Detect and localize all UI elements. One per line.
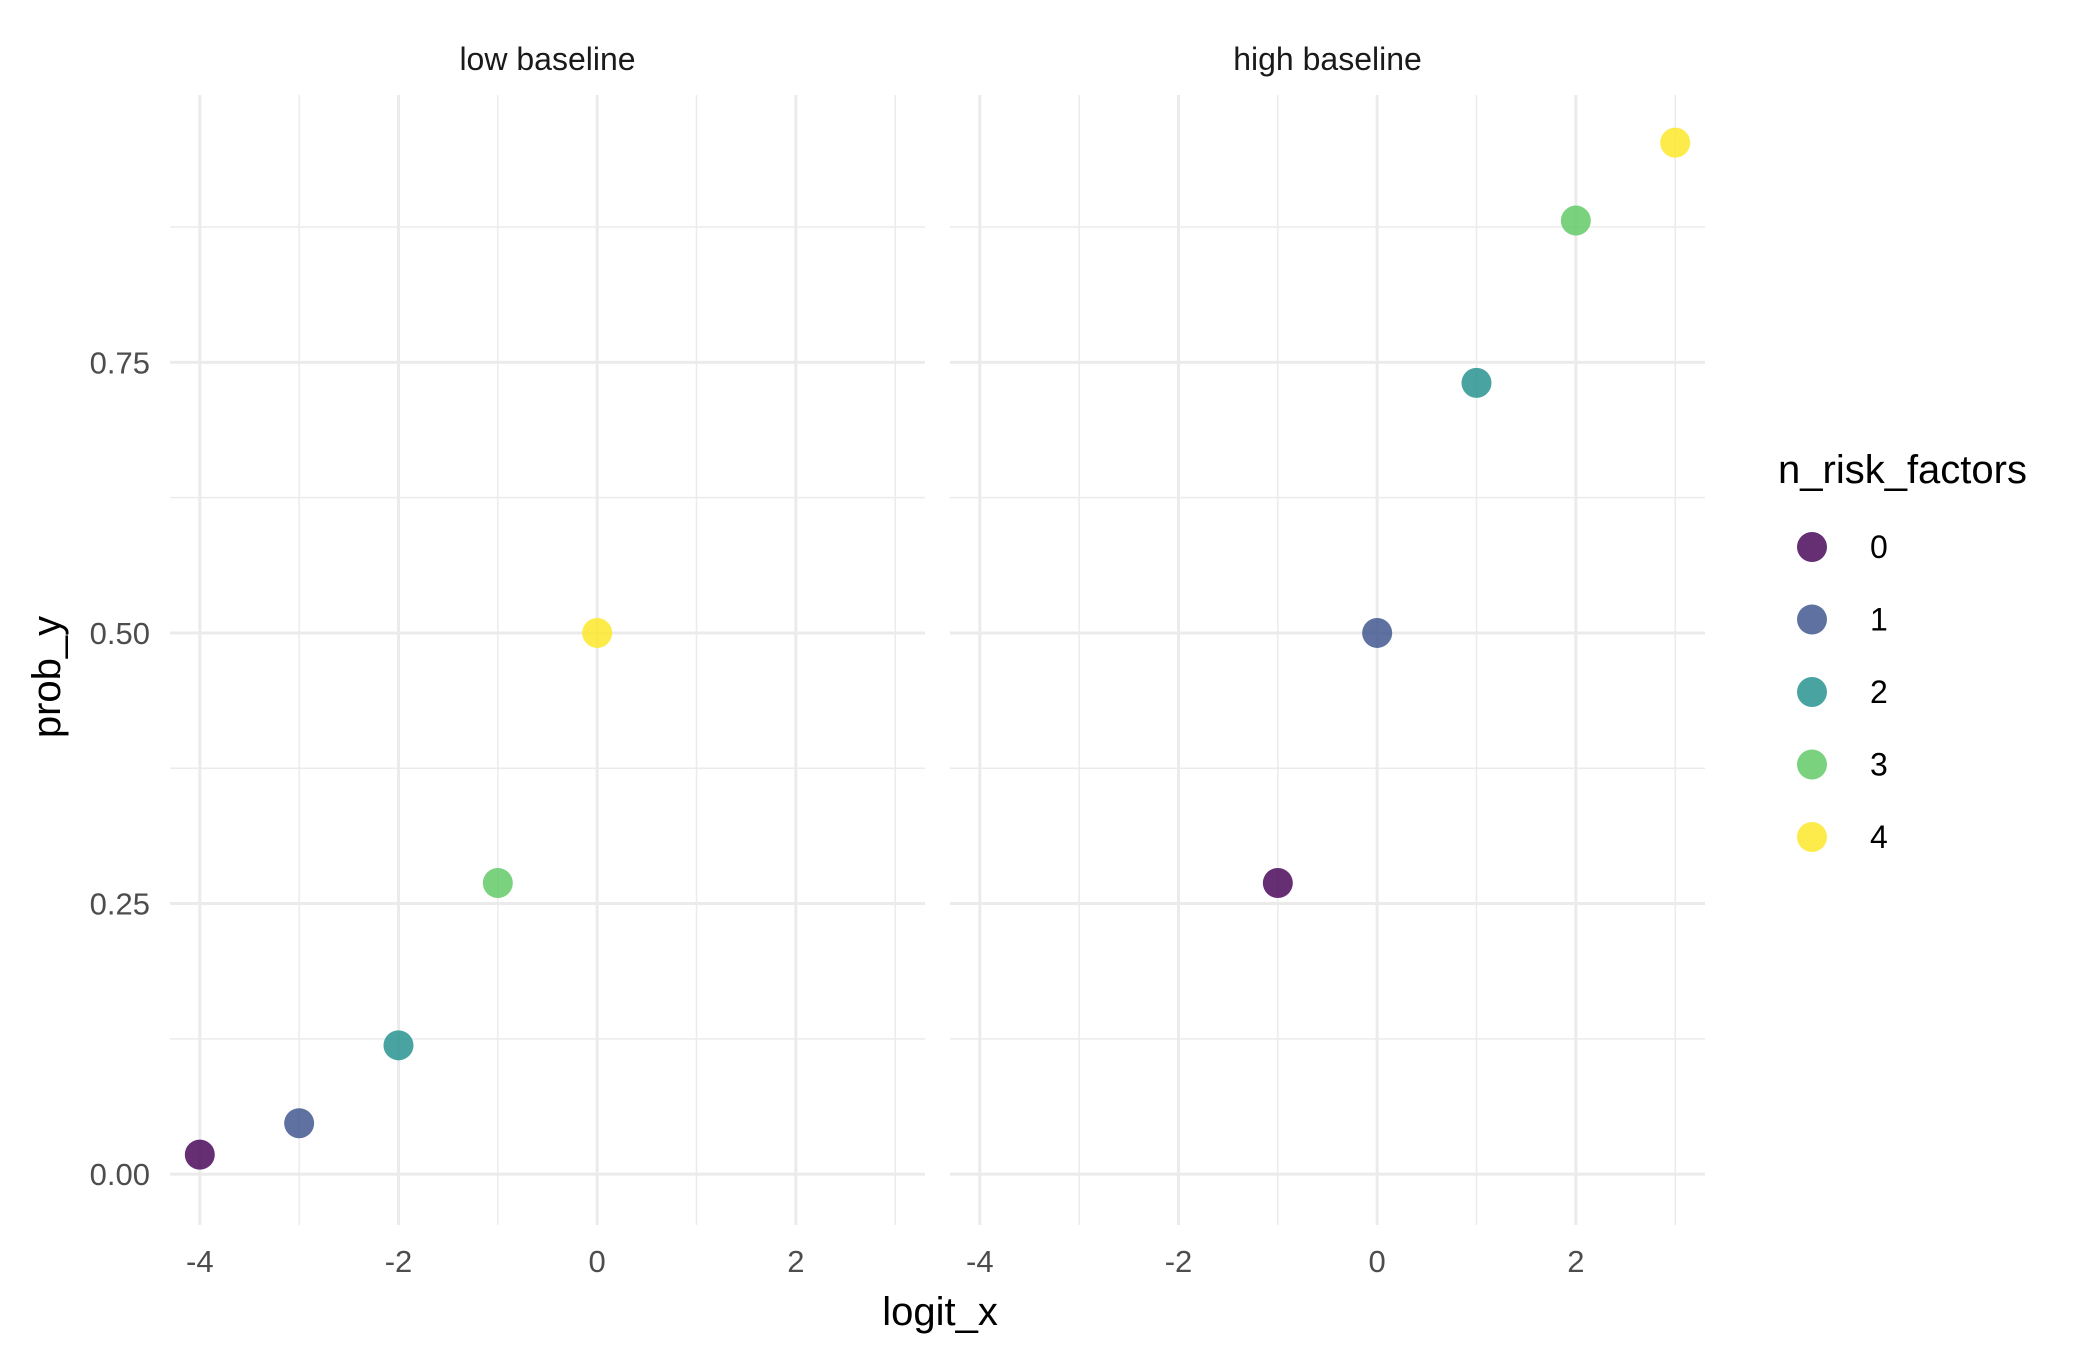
legend-title: n_risk_factors: [1778, 448, 2027, 492]
legend-item: 1: [1797, 602, 1888, 638]
data-point: [1461, 367, 1492, 398]
facet-strip-label: high baseline: [1233, 41, 1422, 77]
facet-strip-label: low baseline: [459, 41, 635, 77]
y-tick-label: 0.75: [90, 345, 150, 380]
legend-item: 4: [1797, 819, 1888, 855]
legend-item: 2: [1797, 674, 1888, 710]
x-axis-title: logit_x: [882, 1290, 998, 1334]
y-axis-title: prob_y: [25, 616, 69, 738]
legend-item: 3: [1797, 747, 1888, 783]
y-tick-label: 0.25: [90, 887, 150, 922]
panels-layer: low baseline -4 -2 0 2 high baseline -4 -2 0 2: [170, 41, 1705, 1279]
legend-label: 2: [1870, 674, 1888, 710]
x-tick-label: 2: [787, 1244, 804, 1279]
legend: n_risk_factors 0 1 2 3 4: [1778, 448, 2027, 855]
x-tick-label: -4: [966, 1244, 994, 1279]
data-point: [1262, 867, 1293, 898]
y-tick-label: 0.00: [90, 1157, 150, 1192]
x-tick-label: -4: [186, 1244, 214, 1279]
legend-key: [1797, 604, 1827, 635]
legend-label: 1: [1870, 602, 1888, 638]
legend-label: 3: [1870, 747, 1888, 783]
panel-1: low baseline -4 -2 0 2: [170, 41, 925, 1279]
legend-key: [1797, 532, 1827, 562]
x-tick-label: 2: [1567, 1244, 1584, 1279]
data-point: [582, 617, 613, 648]
legend-item: 0: [1797, 529, 1888, 565]
data-point: [383, 1030, 414, 1061]
panel-2: high baseline -4 -2 0 2: [950, 41, 1705, 1279]
legend-label: 4: [1870, 819, 1888, 855]
data-point: [1660, 127, 1691, 158]
y-tick-label: 0.50: [90, 616, 150, 651]
legend-label: 0: [1870, 529, 1888, 565]
x-tick-label: 0: [1369, 1244, 1386, 1279]
y-axis: 0.00 0.25 0.50 0.75: [90, 345, 150, 1192]
x-tick-label: 0: [589, 1244, 606, 1279]
legend-key: [1797, 822, 1827, 852]
data-point: [184, 1139, 215, 1170]
legend-key: [1797, 677, 1827, 707]
data-point: [284, 1108, 315, 1139]
legend-key: [1797, 749, 1827, 780]
data-point: [1362, 617, 1393, 648]
data-point: [1560, 205, 1591, 236]
data-point: [482, 867, 513, 898]
x-tick-label: -2: [385, 1244, 413, 1279]
x-tick-label: -2: [1165, 1244, 1193, 1279]
